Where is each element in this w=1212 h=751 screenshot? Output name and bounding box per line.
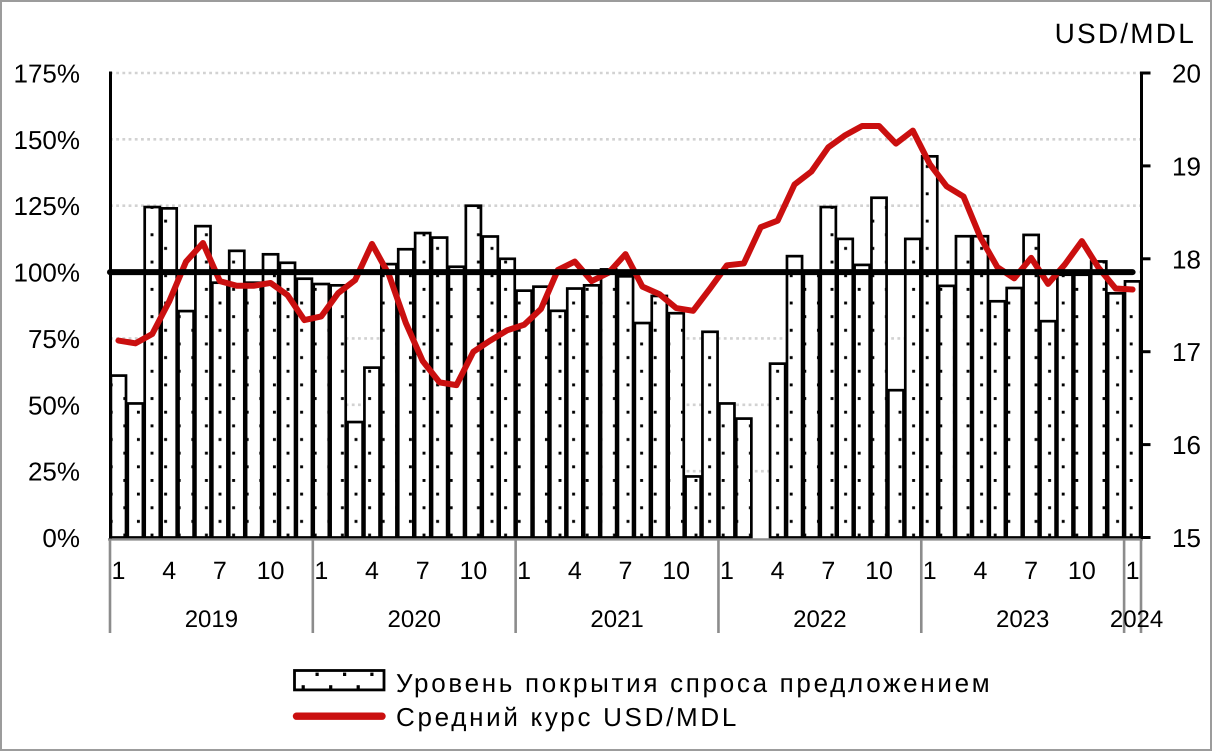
svg-text:2024: 2024 xyxy=(1109,606,1162,633)
svg-text:10: 10 xyxy=(662,557,690,585)
svg-text:20: 20 xyxy=(1172,58,1201,88)
svg-text:75%: 75% xyxy=(27,323,79,353)
svg-text:25%: 25% xyxy=(27,456,79,486)
svg-text:4: 4 xyxy=(770,557,784,585)
svg-text:10: 10 xyxy=(459,557,487,585)
svg-text:1: 1 xyxy=(1125,557,1139,585)
svg-text:Средний курс USD/MDL: Средний курс USD/MDL xyxy=(396,702,739,732)
svg-text:2022: 2022 xyxy=(793,606,846,633)
svg-text:50%: 50% xyxy=(27,390,79,420)
svg-text:2023: 2023 xyxy=(995,606,1048,633)
svg-text:10: 10 xyxy=(865,557,893,585)
svg-text:1: 1 xyxy=(719,557,733,585)
svg-text:7: 7 xyxy=(618,557,632,585)
svg-text:125%: 125% xyxy=(13,191,80,221)
svg-text:15: 15 xyxy=(1172,523,1201,553)
svg-text:7: 7 xyxy=(1024,557,1038,585)
svg-text:2019: 2019 xyxy=(184,606,237,633)
svg-text:7: 7 xyxy=(415,557,429,585)
svg-text:175%: 175% xyxy=(13,58,80,88)
svg-text:19: 19 xyxy=(1172,151,1201,181)
svg-text:150%: 150% xyxy=(13,124,80,154)
svg-text:4: 4 xyxy=(567,557,581,585)
svg-text:18: 18 xyxy=(1172,244,1201,274)
svg-text:0%: 0% xyxy=(42,523,80,553)
svg-text:16: 16 xyxy=(1172,430,1201,460)
svg-text:4: 4 xyxy=(365,557,379,585)
svg-text:1: 1 xyxy=(922,557,936,585)
svg-text:4: 4 xyxy=(973,557,987,585)
svg-text:2020: 2020 xyxy=(387,606,440,633)
svg-text:1: 1 xyxy=(517,557,531,585)
svg-text:100%: 100% xyxy=(13,257,80,287)
svg-text:7: 7 xyxy=(821,557,835,585)
svg-text:USD/MDL: USD/MDL xyxy=(1054,18,1195,49)
svg-text:17: 17 xyxy=(1172,337,1201,367)
svg-text:1: 1 xyxy=(314,557,328,585)
svg-text:10: 10 xyxy=(1067,557,1095,585)
svg-text:7: 7 xyxy=(212,557,226,585)
svg-text:Уровень покрытия спроса предло: Уровень покрытия спроса предложением xyxy=(396,668,992,698)
svg-text:2021: 2021 xyxy=(590,606,643,633)
svg-text:10: 10 xyxy=(256,557,284,585)
svg-text:4: 4 xyxy=(162,557,176,585)
svg-text:1: 1 xyxy=(111,557,125,585)
